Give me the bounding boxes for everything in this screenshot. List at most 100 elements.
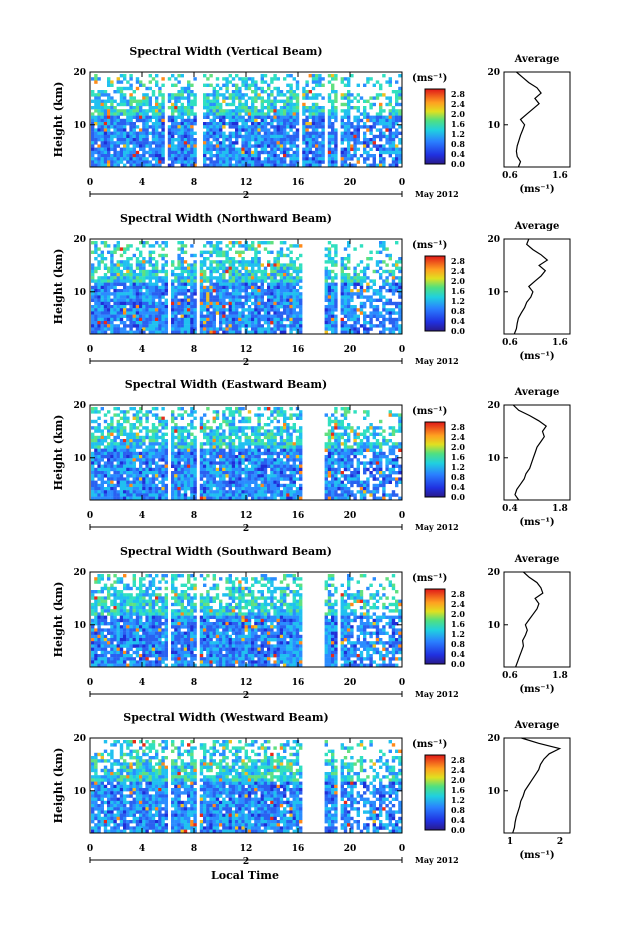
heatmap-cell bbox=[180, 496, 184, 500]
heatmap-cell bbox=[123, 445, 127, 449]
heatmap-cell bbox=[203, 426, 207, 430]
heatmap-cell bbox=[145, 435, 149, 440]
heatmap-cell bbox=[116, 493, 120, 497]
heatmap-cell bbox=[343, 324, 348, 328]
heatmap-cell bbox=[382, 147, 386, 151]
heatmap-cell bbox=[286, 305, 290, 309]
heatmap-cell bbox=[366, 163, 370, 167]
heatmap-cell bbox=[161, 295, 165, 299]
heatmap-cell bbox=[97, 157, 101, 161]
heatmap-cell bbox=[225, 435, 229, 440]
heatmap-cell bbox=[155, 131, 159, 135]
heatmap-cell bbox=[299, 263, 303, 267]
heatmap-cell bbox=[340, 154, 344, 158]
heatmap-cell bbox=[219, 305, 223, 309]
heatmap-cell bbox=[142, 461, 146, 465]
heatmap-cell bbox=[395, 327, 399, 331]
heatmap-cell bbox=[177, 241, 181, 245]
heatmap-cell bbox=[388, 141, 392, 145]
heatmap-cell bbox=[222, 490, 226, 494]
heatmap-cell bbox=[139, 154, 143, 158]
heatmap-cell bbox=[135, 77, 140, 81]
heatmap-cell bbox=[209, 477, 213, 481]
heatmap-cell bbox=[219, 295, 223, 299]
heatmap-cell bbox=[260, 263, 264, 267]
heatmap-cell bbox=[379, 118, 383, 123]
heatmap-cell bbox=[132, 311, 136, 315]
heatmap-cell bbox=[273, 311, 277, 315]
heatmap-cell bbox=[94, 157, 98, 161]
heatmap-cell bbox=[193, 276, 197, 280]
heatmap-cell bbox=[340, 102, 344, 107]
heatmap-cell bbox=[139, 160, 143, 164]
heatmap-cell bbox=[347, 77, 351, 81]
heatmap-cell bbox=[119, 150, 124, 155]
heatmap-cell bbox=[113, 327, 117, 331]
heatmap-cell bbox=[203, 327, 207, 331]
x-tick-label: 0 bbox=[87, 345, 93, 355]
heatmap-cell bbox=[203, 93, 207, 97]
heatmap-cell bbox=[238, 327, 242, 331]
heatmap-cell bbox=[209, 260, 213, 264]
heatmap-cell bbox=[180, 247, 184, 251]
heatmap-cell bbox=[366, 154, 370, 158]
heatmap-cell bbox=[273, 321, 277, 325]
heatmap-cell bbox=[385, 301, 389, 306]
heatmap-cell bbox=[161, 141, 165, 145]
heatmap-cell bbox=[180, 483, 184, 488]
heatmap-cell bbox=[190, 474, 194, 478]
heatmap-cell bbox=[126, 458, 130, 462]
heatmap-cell bbox=[241, 138, 245, 142]
heatmap-cell bbox=[267, 141, 271, 145]
heatmap-cell bbox=[100, 324, 104, 328]
heatmap-cell bbox=[155, 282, 159, 286]
heatmap-cell bbox=[334, 295, 338, 299]
heatmap-cell bbox=[129, 147, 133, 151]
heatmap-cell bbox=[228, 273, 232, 277]
heatmap-cell bbox=[180, 128, 184, 132]
heatmap-cell bbox=[91, 324, 95, 328]
heatmap-cell bbox=[142, 483, 146, 488]
heatmap-cell bbox=[139, 487, 143, 491]
heatmap-cell bbox=[177, 266, 181, 270]
heatmap-cell bbox=[241, 147, 245, 151]
heatmap-cell bbox=[155, 442, 159, 446]
heatmap-cell bbox=[391, 308, 396, 312]
heatmap-cell bbox=[353, 154, 357, 158]
heatmap-cell bbox=[164, 451, 168, 456]
heatmap-cell bbox=[340, 292, 344, 296]
heatmap-cell bbox=[219, 260, 223, 264]
heatmap-cell bbox=[155, 154, 159, 158]
heatmap-cell bbox=[126, 115, 130, 119]
colorbar-tick-label: 1.6 bbox=[451, 286, 465, 296]
heatmap-cell bbox=[347, 282, 351, 286]
heatmap-cell bbox=[267, 250, 271, 254]
heatmap-cell bbox=[171, 477, 175, 481]
heatmap-cell bbox=[247, 131, 252, 135]
heatmap-cell bbox=[315, 138, 319, 142]
heatmap-cell bbox=[190, 244, 194, 248]
heatmap-cell bbox=[215, 122, 220, 126]
heatmap-cell bbox=[212, 282, 216, 286]
heatmap-cell bbox=[209, 273, 213, 277]
heatmap-cell bbox=[103, 330, 108, 334]
heatmap-cell bbox=[283, 144, 287, 148]
heatmap-cell bbox=[187, 330, 191, 334]
heatmap-cell bbox=[107, 160, 111, 164]
heatmap-cell bbox=[279, 112, 284, 116]
heatmap-cell bbox=[116, 134, 120, 139]
heatmap-cell bbox=[289, 99, 293, 103]
heatmap-cell bbox=[180, 244, 184, 248]
heatmap-cell bbox=[286, 118, 290, 123]
heatmap-cell bbox=[331, 150, 335, 155]
heatmap-cell bbox=[135, 298, 140, 302]
heatmap-cell bbox=[116, 90, 120, 94]
heatmap-cell bbox=[103, 321, 108, 325]
heatmap-cell bbox=[123, 118, 127, 123]
heatmap-cell bbox=[113, 471, 117, 475]
heatmap-cell bbox=[219, 461, 223, 465]
heatmap-cell bbox=[257, 292, 261, 296]
heatmap-cell bbox=[235, 106, 239, 110]
heatmap-cell bbox=[215, 147, 220, 151]
heatmap-cell bbox=[107, 327, 111, 331]
